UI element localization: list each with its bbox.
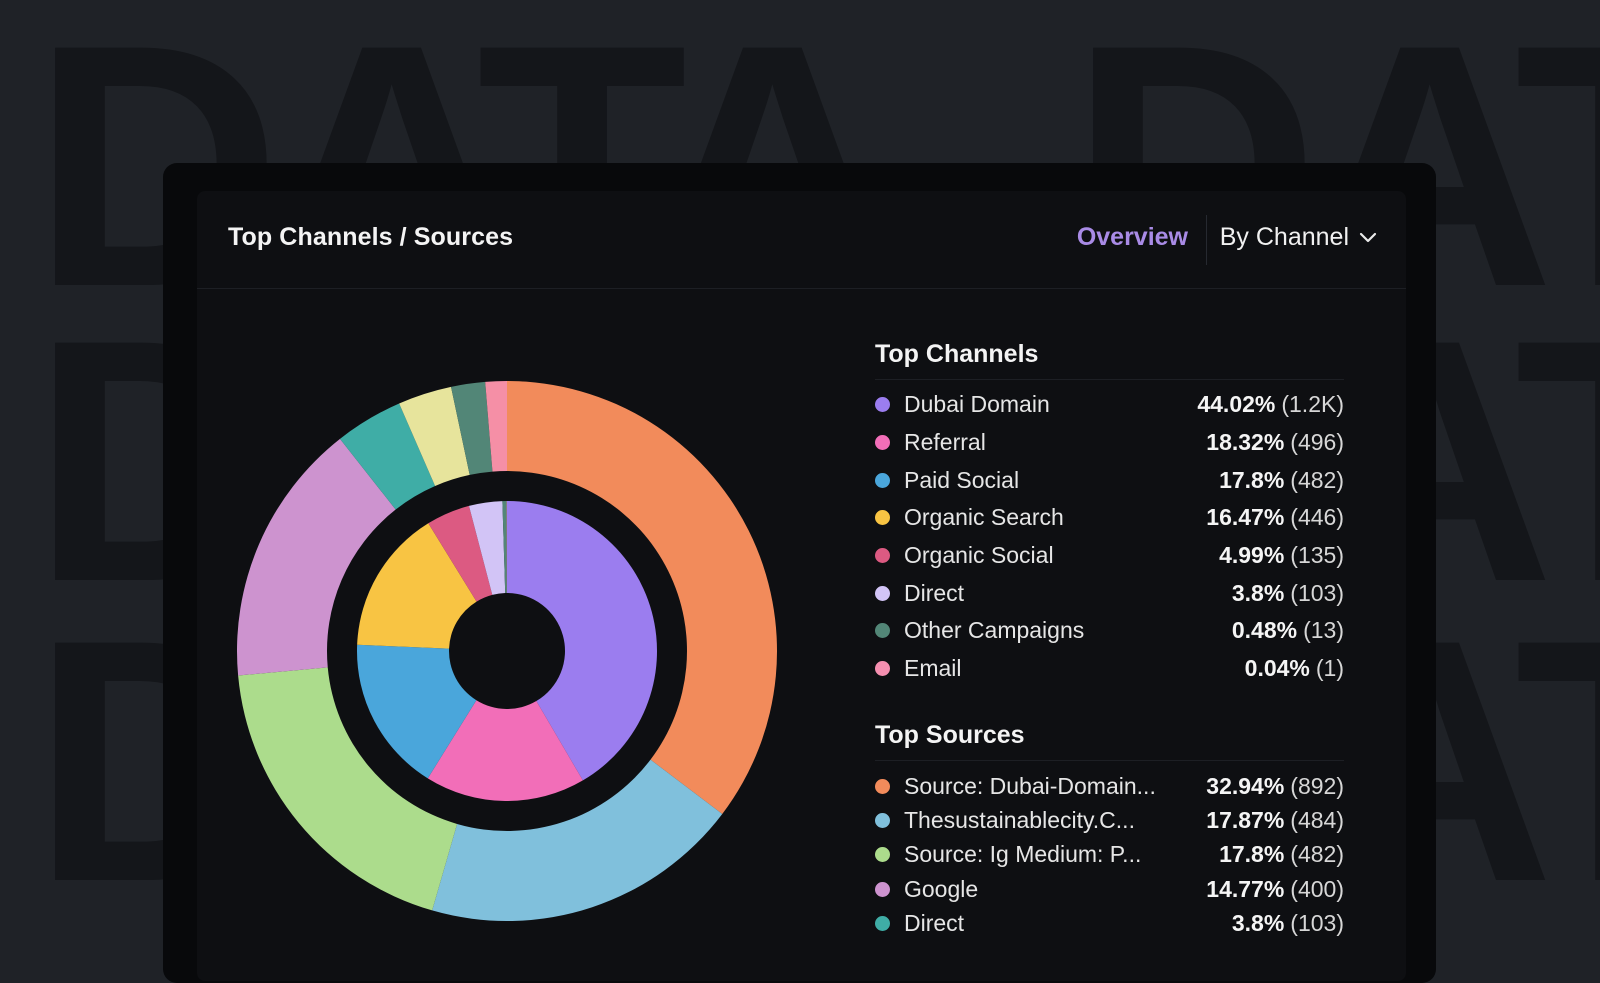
source-legend-item[interactable]: Source: Dubai-Domain...32.94%(892) — [875, 769, 1344, 803]
legend-value: 18.32%(496) — [1206, 429, 1344, 456]
by-channel-dropdown[interactable]: By Channel — [1220, 223, 1377, 252]
legend-percent: 3.8% — [1232, 910, 1284, 936]
legend-value: 14.77%(400) — [1206, 876, 1344, 903]
top-channels-heading: Top Channels — [875, 340, 1344, 380]
legend-dot-icon — [875, 813, 890, 828]
legend-label: Thesustainablecity.C... — [904, 807, 1206, 834]
card-header: Top Channels / Sources Overview By Chann… — [197, 191, 1406, 289]
legend-dot-icon — [875, 847, 890, 862]
legend-dot-icon — [875, 435, 890, 450]
legend-dot-icon — [875, 397, 890, 412]
legend-percent: 17.87% — [1206, 807, 1284, 833]
legend-value: 17.87%(484) — [1206, 807, 1344, 834]
legend-count: (103) — [1290, 580, 1344, 606]
legend-label: Referral — [904, 429, 1206, 456]
legend-dot-icon — [875, 661, 890, 676]
legend-dot-icon — [875, 510, 890, 525]
legend-count: (1) — [1316, 655, 1344, 681]
legend-count: (484) — [1290, 807, 1344, 833]
legend-percent: 18.32% — [1206, 429, 1284, 455]
legend-label: Direct — [904, 580, 1232, 607]
legend-value: 44.02%(1.2K) — [1197, 391, 1344, 418]
legend-label: Dubai Domain — [904, 391, 1197, 418]
legend-value: 17.8%(482) — [1219, 467, 1344, 494]
legend-percent: 4.99% — [1219, 542, 1284, 568]
legend-label: Other Campaigns — [904, 617, 1232, 644]
legend-percent: 0.48% — [1232, 617, 1297, 643]
channels-sources-card: Top Channels / Sources Overview By Chann… — [197, 191, 1406, 981]
legend-count: (135) — [1290, 542, 1344, 568]
legend-label: Organic Social — [904, 542, 1219, 569]
legend-count: (892) — [1290, 773, 1344, 799]
legend-dot-icon — [875, 779, 890, 794]
legend-count: (482) — [1290, 841, 1344, 867]
legend-label: Google — [904, 876, 1206, 903]
legend-label: Source: Ig Medium: P... — [904, 841, 1219, 868]
card-title: Top Channels / Sources — [228, 223, 513, 252]
legend-count: (1.2K) — [1281, 391, 1344, 417]
legend-label: Direct — [904, 910, 1232, 937]
legend-count: (446) — [1290, 504, 1344, 530]
legend-value: 3.8%(103) — [1232, 910, 1344, 937]
legend-dot-icon — [875, 548, 890, 563]
legend-dot-icon — [875, 882, 890, 897]
legend-value: 0.48%(13) — [1232, 617, 1344, 644]
legend-value: 16.47%(446) — [1206, 504, 1344, 531]
legend-count: (482) — [1290, 467, 1344, 493]
legend-dot-icon — [875, 623, 890, 638]
legend-percent: 0.04% — [1245, 655, 1310, 681]
source-legend-item[interactable]: Source: Ig Medium: P...17.8%(482) — [875, 838, 1344, 872]
legend-dot-icon — [875, 586, 890, 601]
header-divider — [1206, 215, 1207, 265]
legend-count: (400) — [1290, 876, 1344, 902]
top-sources-legend: Top Sources Source: Dubai-Domain...32.94… — [875, 721, 1344, 940]
legend-value: 4.99%(135) — [1219, 542, 1344, 569]
legend-value: 0.04%(1) — [1245, 655, 1344, 682]
source-legend-item[interactable]: Thesustainablecity.C...17.87%(484) — [875, 803, 1344, 837]
nested-donut-chart — [237, 381, 777, 921]
legend-percent: 14.77% — [1206, 876, 1284, 902]
legend-percent: 17.8% — [1219, 841, 1284, 867]
legend-dot-icon — [875, 916, 890, 931]
legend-percent: 3.8% — [1232, 580, 1284, 606]
legend-count: (13) — [1303, 617, 1344, 643]
legend-value: 17.8%(482) — [1219, 841, 1344, 868]
legend-value: 32.94%(892) — [1206, 773, 1344, 800]
legend-value: 3.8%(103) — [1232, 580, 1344, 607]
top-sources-heading: Top Sources — [875, 721, 1344, 761]
legend-count: (103) — [1290, 910, 1344, 936]
legend-percent: 16.47% — [1206, 504, 1284, 530]
sources-list: Source: Dubai-Domain...32.94%(892)Thesus… — [875, 761, 1344, 940]
dropdown-label: By Channel — [1220, 223, 1349, 252]
legend-count: (496) — [1290, 429, 1344, 455]
legend-label: Email — [904, 655, 1245, 682]
legend-label: Organic Search — [904, 504, 1206, 531]
legend-dot-icon — [875, 473, 890, 488]
legend-percent: 44.02% — [1197, 391, 1275, 417]
legend-label: Source: Dubai-Domain... — [904, 773, 1206, 800]
chevron-down-icon — [1359, 232, 1377, 243]
legend-percent: 32.94% — [1206, 773, 1284, 799]
legend-percent: 17.8% — [1219, 467, 1284, 493]
overview-link[interactable]: Overview — [1077, 223, 1188, 252]
legend-label: Paid Social — [904, 467, 1219, 494]
